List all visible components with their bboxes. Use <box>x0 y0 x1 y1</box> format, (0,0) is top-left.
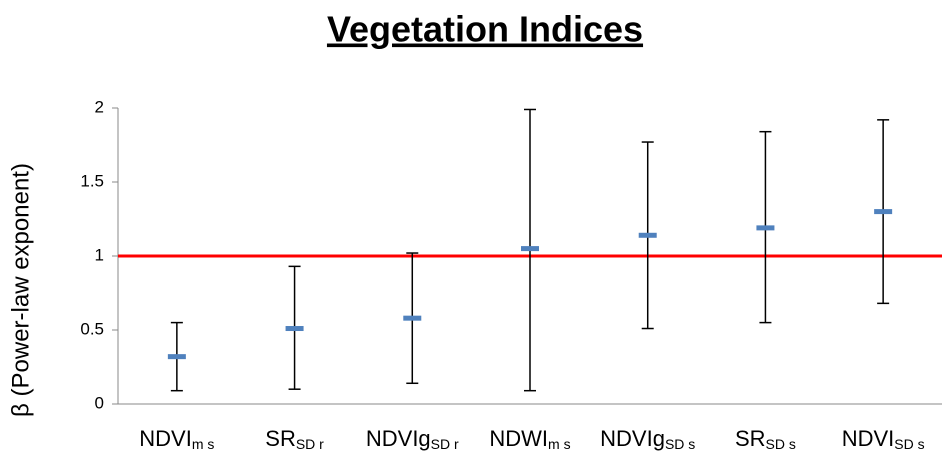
mean-marker <box>638 232 657 238</box>
category-name: NDVI <box>842 426 895 451</box>
category-subscript: SD s <box>766 436 796 452</box>
x-tick-label: SRSD r <box>265 426 324 452</box>
category-subscript: m s <box>192 436 215 452</box>
category-subscript: SD s <box>665 436 695 452</box>
category-name: NDVI <box>139 426 192 451</box>
x-tick-label: NDVIgSD s <box>600 426 695 452</box>
category-subscript: SD r <box>431 436 459 452</box>
x-tick-label: NDVIm s <box>139 426 214 452</box>
category-name: SR <box>735 426 766 451</box>
mean-marker <box>285 326 304 332</box>
y-tick-label: 0.5 <box>80 319 104 338</box>
x-tick-label: NDVISD s <box>842 426 925 452</box>
y-tick-label: 1.5 <box>80 171 104 190</box>
mean-marker <box>521 246 539 252</box>
mean-marker <box>874 209 893 215</box>
mean-marker <box>756 225 775 231</box>
x-tick-label: NDVIgSD r <box>366 426 459 452</box>
category-name: SR <box>265 426 296 451</box>
category-subscript: SD r <box>296 436 324 452</box>
category-name: NDWI <box>489 426 548 451</box>
category-subscript: m s <box>548 436 571 452</box>
y-tick-label: 0 <box>95 393 104 412</box>
x-tick-label: SRSD s <box>735 426 796 452</box>
x-tick-label: NDWIm s <box>489 426 570 452</box>
y-tick-label: 1 <box>95 245 104 264</box>
y-tick-label: 2 <box>95 97 104 116</box>
category-subscript: SD s <box>894 436 924 452</box>
category-name: NDVIg <box>366 426 431 451</box>
category-name: NDVIg <box>600 426 665 451</box>
y-axis-label: β (Power-law exponent) <box>7 163 34 417</box>
mean-marker <box>167 354 186 360</box>
chart-title: Vegetation Indices <box>327 9 643 50</box>
mean-marker <box>403 315 422 321</box>
